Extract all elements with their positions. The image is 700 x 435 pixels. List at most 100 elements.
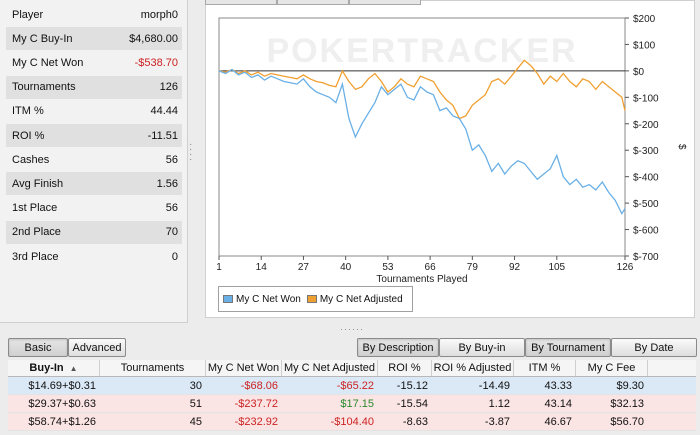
x-tick-label: 105 <box>548 262 565 273</box>
table-cell: -$68.06 <box>240 379 278 392</box>
legend-swatch <box>306 295 317 303</box>
chart-tab-3[interactable] <box>349 0 421 5</box>
y-tick-label: $-700 <box>633 252 659 263</box>
legend-swatch <box>223 295 233 303</box>
stat-row: Tournaments 126 <box>6 75 182 99</box>
x-tick-label: 53 <box>382 262 394 273</box>
table-cell: 43.14 <box>544 397 572 410</box>
x-tick-label: 92 <box>509 262 521 273</box>
header-label: Buy-In <box>29 362 64 374</box>
stat-value: 126 <box>159 81 178 94</box>
column-header-tournaments[interactable]: Tournaments <box>100 360 206 376</box>
column-header-itm[interactable]: ITM % <box>514 360 576 376</box>
table-cell: -15.54 <box>396 397 428 410</box>
chart-tab-2[interactable] <box>277 0 349 5</box>
table-cell: -$237.72 <box>234 397 278 410</box>
stat-row: My C Net Won -$538.70 <box>6 51 182 74</box>
y-tick-label: $-600 <box>633 226 659 237</box>
tab-by-tournament[interactable]: By Tournament <box>525 338 611 357</box>
sort-ascending-icon: ▲ <box>69 363 78 373</box>
legend-item-net-won: My C Net Won <box>223 294 301 305</box>
stat-value: 70 <box>165 226 178 239</box>
chart-tab-1[interactable] <box>205 0 277 5</box>
y-tick-label: $-100 <box>633 93 659 104</box>
x-tick-label: 40 <box>340 262 352 273</box>
stat-label: Cashes <box>12 153 50 166</box>
y-tick-label: $200 <box>633 14 656 25</box>
x-tick-label: 1 <box>216 262 222 273</box>
stat-label: Avg Finish <box>12 177 64 190</box>
stat-row: Avg Finish 1.56 <box>6 172 182 196</box>
stat-row: ROI % -11.51 <box>6 124 182 147</box>
table-cell: -14.49 <box>478 379 510 392</box>
chart-legend: My C Net Won My C Net Adjusted <box>218 286 413 312</box>
tab-basic[interactable]: Basic <box>8 338 68 357</box>
stat-value: 0 <box>171 250 178 263</box>
stat-label: Tournaments <box>12 81 76 94</box>
table-cell: -3.87 <box>484 415 510 428</box>
x-tick-label: 126 <box>617 262 634 273</box>
table-cell: -8.63 <box>402 415 428 428</box>
table-cell: $29.37+$0.63 <box>28 397 96 410</box>
stat-row: 3rd Place 0 <box>6 245 182 268</box>
table-cell: $17.15 <box>340 397 374 410</box>
table-cell: 43.33 <box>544 379 572 392</box>
table-cell: $32.13 <box>610 397 644 410</box>
table-row[interactable]: $14.69+$0.31 30 -$68.06 -$65.22 -15.12 -14.49… <box>8 377 696 395</box>
x-tick-label: 66 <box>425 262 437 273</box>
table-cell: 30 <box>189 379 202 392</box>
tab-by-description[interactable]: By Description <box>357 338 439 357</box>
y-tick-label: $-400 <box>633 173 659 184</box>
stat-label: My C Net Won <box>12 56 84 69</box>
y-axis-label: $ <box>676 144 687 150</box>
stat-row: Player morph0 <box>6 3 182 26</box>
stat-value: 1.56 <box>156 177 178 190</box>
column-header-net-won[interactable]: My C Net Won <box>206 360 282 376</box>
x-axis-label: Tournaments Played <box>376 274 467 284</box>
y-tick-label: $100 <box>633 40 656 51</box>
table-cell: 1.12 <box>488 397 510 410</box>
tab-by-date[interactable]: By Date <box>611 338 697 357</box>
stat-row: Cashes 56 <box>6 148 182 171</box>
table-cell: -$65.22 <box>336 379 374 392</box>
legend-label: My C Net Won <box>236 293 301 305</box>
watermark-logo: POKERTRACKER <box>266 32 577 70</box>
plot-frame <box>218 17 626 257</box>
column-header-net-adjusted[interactable]: My C Net Adjusted <box>282 360 378 376</box>
stat-label: 1st Place <box>12 202 58 215</box>
chart-tab-strip[interactable] <box>205 0 425 5</box>
vertical-splitter-handle[interactable]: · · · · <box>189 139 193 165</box>
tab-advanced[interactable]: Advanced <box>68 338 126 357</box>
table-row[interactable]: $58.74+$1.26 45 -$232.92 -$104.40 -8.63 -3.87… <box>8 413 696 431</box>
table-cell: $9.30 <box>616 379 644 392</box>
buyin-table: Buy-In ▲ Tournaments My C Net Won My C N… <box>8 360 696 431</box>
stat-value: -11.51 <box>147 129 178 142</box>
table-cell: -$232.92 <box>234 415 278 428</box>
table-cell: 45 <box>189 415 202 428</box>
stats-panel: Player morph0 My C Buy-In $4,680.00 My C Net… <box>0 0 188 323</box>
x-tick-label: 14 <box>256 262 268 273</box>
stat-row: My C Buy-In $4,680.00 <box>6 27 182 51</box>
chart-pane <box>205 0 695 318</box>
y-tick-label: $-300 <box>633 146 659 157</box>
stat-row: ITM % 44.44 <box>6 100 182 123</box>
column-header-roi-adjusted[interactable]: ROI % Adjusted <box>432 360 514 376</box>
column-header-buy-in[interactable]: Buy-In ▲ <box>8 360 100 376</box>
table-cell: -$104.40 <box>330 415 374 428</box>
stat-label: Player <box>12 8 44 21</box>
table-cell: $14.69+$0.31 <box>28 379 96 392</box>
table-row[interactable]: $29.37+$0.63 51 -$237.72 $17.15 -15.54 1.12 43… <box>8 395 696 413</box>
column-header-fee[interactable]: My C Fee <box>576 360 648 376</box>
horizontal-splitter-handle[interactable]: ······ <box>340 324 364 334</box>
stat-value: 56 <box>165 202 178 215</box>
x-tick-label: 79 <box>467 262 479 273</box>
column-header-roi[interactable]: ROI % <box>378 360 432 376</box>
table-header: Buy-In ▲ Tournaments My C Net Won My C N… <box>8 360 696 377</box>
stat-row: 1st Place 56 <box>6 197 182 220</box>
stat-label: ROI % <box>12 129 45 142</box>
x-tick-label: 27 <box>298 262 310 273</box>
stat-label: My C Buy-In <box>12 32 73 45</box>
table-cell: 46.67 <box>544 415 572 428</box>
tab-by-buy-in[interactable]: By Buy-in <box>439 338 525 357</box>
stat-label: 2nd Place <box>12 226 61 239</box>
